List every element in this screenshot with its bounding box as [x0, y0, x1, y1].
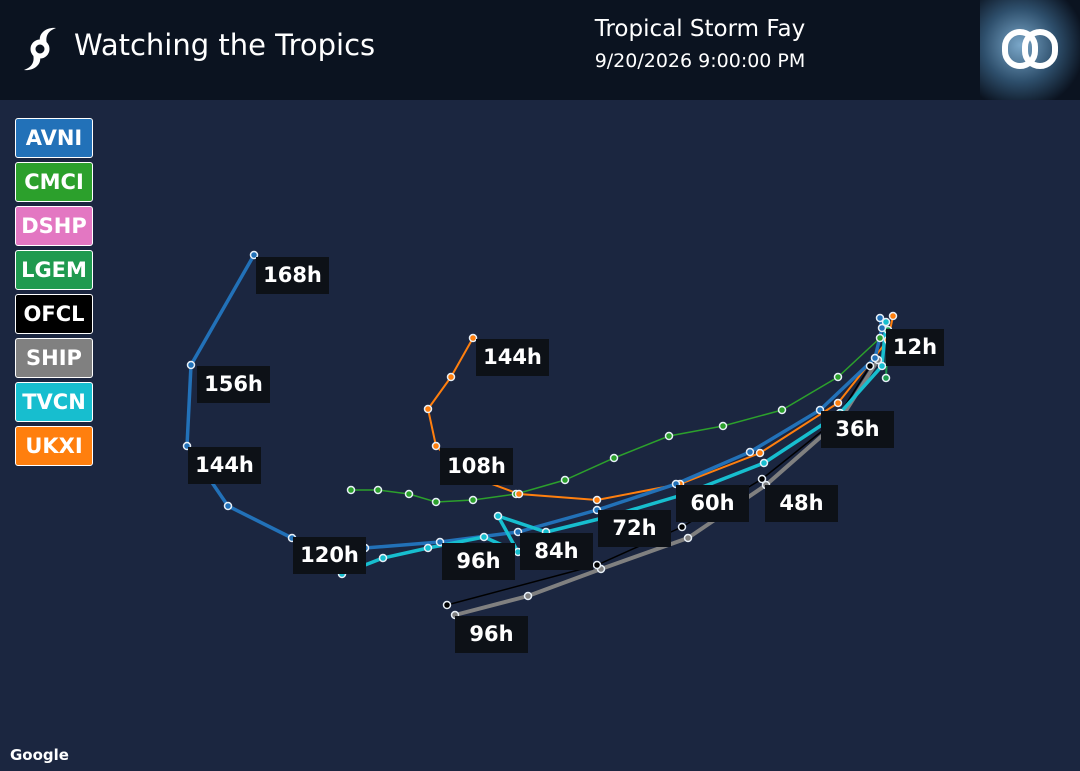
track-point: [468, 495, 478, 505]
track-point: [745, 447, 755, 457]
model-button[interactable]: UKXI: [15, 426, 93, 466]
track-point: [677, 522, 687, 532]
track-point: [249, 250, 259, 260]
track-point: [373, 485, 383, 495]
track-label: 120h: [293, 537, 366, 574]
track-label: 12h: [886, 329, 944, 366]
model-button[interactable]: DSHP: [15, 206, 93, 246]
track-label: 144h: [476, 339, 549, 376]
track-point: [683, 533, 693, 543]
track-label: 72h: [598, 510, 671, 547]
track-point: [513, 527, 523, 537]
track-point: [223, 501, 233, 511]
track-point: [378, 553, 388, 563]
track: [426, 315, 894, 502]
track-point: [523, 591, 533, 601]
track-label: 144h: [188, 447, 261, 484]
track-label: 60h: [676, 485, 749, 522]
track-label: 96h: [455, 616, 528, 653]
track-point: [479, 532, 489, 542]
track-label: 36h: [821, 411, 894, 448]
track-point: [877, 361, 887, 371]
track-point: [875, 313, 885, 323]
track-point: [514, 489, 524, 499]
track-point: [346, 485, 356, 495]
track-point: [881, 373, 891, 383]
track-point: [592, 495, 602, 505]
track-point: [777, 405, 787, 415]
track-point: [875, 333, 885, 343]
track-point: [404, 489, 414, 499]
track-point: [446, 372, 456, 382]
track-point: [423, 404, 433, 414]
track-point: [592, 560, 602, 570]
track-label: 168h: [256, 257, 329, 294]
storm-icon: [24, 27, 56, 71]
track-point: [468, 333, 478, 343]
track-point: [435, 537, 445, 547]
track-point: [755, 448, 765, 458]
track-point: [664, 431, 674, 441]
model-button[interactable]: CMCI: [15, 162, 93, 202]
logo-mark: [1002, 29, 1058, 69]
track-point: [865, 361, 875, 371]
track-point: [833, 398, 843, 408]
model-button[interactable]: LGEM: [15, 250, 93, 290]
logo: [980, 0, 1080, 100]
track-point: [718, 421, 728, 431]
track-point: [609, 453, 619, 463]
track-point: [431, 497, 441, 507]
track-label: 156h: [197, 366, 270, 403]
model-button[interactable]: AVNI: [15, 118, 93, 158]
track-point: [870, 353, 880, 363]
storm-name: Tropical Storm Fay: [594, 16, 806, 42]
track-label: 96h: [442, 543, 515, 580]
track-point: [759, 458, 769, 468]
track-point: [431, 441, 441, 451]
track-point: [888, 311, 898, 321]
track-point: [493, 511, 503, 521]
track-point: [423, 543, 433, 553]
track-point: [757, 474, 767, 484]
track-point: [560, 475, 570, 485]
app-title: Watching the Tropics: [74, 28, 376, 62]
track-label: 84h: [520, 533, 593, 570]
model-button[interactable]: OFCL: [15, 294, 93, 334]
track-label: 108h: [440, 448, 513, 485]
model-button[interactable]: TVCN: [15, 382, 93, 422]
datetime: 9/20/2026 9:00:00 PM: [594, 50, 806, 72]
track-point: [881, 317, 891, 327]
track-point: [833, 372, 843, 382]
track-point: [186, 360, 196, 370]
track-label: 48h: [765, 485, 838, 522]
track-point: [442, 600, 452, 610]
header: Watching the Tropics Tropical Storm Fay …: [0, 0, 1080, 100]
track-point: [877, 323, 887, 333]
attribution: Google: [10, 746, 69, 764]
model-button[interactable]: SHIP: [15, 338, 93, 378]
